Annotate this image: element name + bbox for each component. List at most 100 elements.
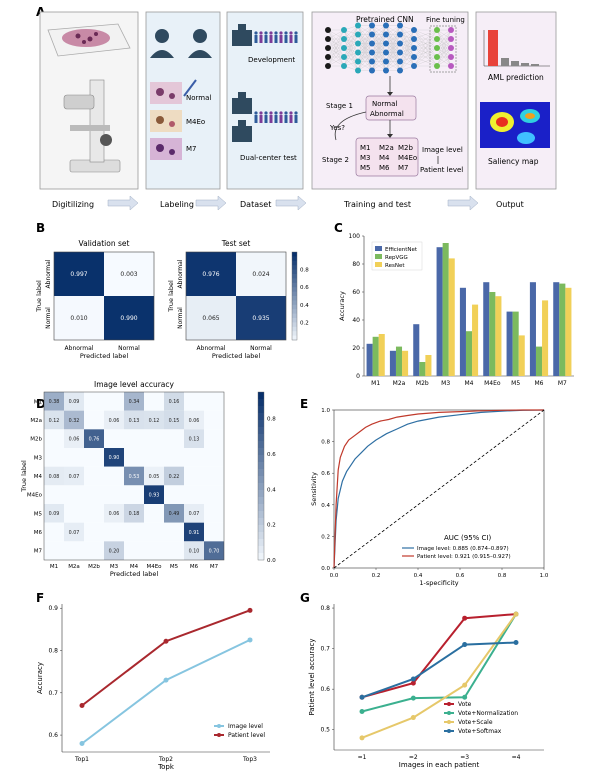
cnn-edge bbox=[436, 29, 452, 49]
cnn-node bbox=[397, 31, 403, 38]
cnn-edge bbox=[413, 47, 438, 67]
stage2-box bbox=[355, 137, 419, 177]
x-tick-label: M4Eo bbox=[484, 380, 501, 387]
heatmap-cell bbox=[84, 429, 104, 448]
cell-image-m4eo bbox=[150, 110, 182, 132]
heatmap-cell-label: 0.34 bbox=[129, 399, 140, 405]
heatmap-cell-label: 0.12 bbox=[149, 418, 160, 424]
data-point bbox=[359, 708, 365, 714]
panel-c: 0 20 40 60 80 100 M1 M2a M2b M3 M4 M4Eo M5 M6 M7 Accura… bbox=[338, 233, 574, 387]
panel-b: Validation set 0.997 0.003 0.010 0.990 Abnorm… bbox=[35, 239, 309, 360]
bar bbox=[465, 331, 473, 376]
cnn-edge bbox=[413, 29, 438, 49]
y-tick-label: 0.5 bbox=[320, 727, 330, 734]
x-tick-label: Abnormal bbox=[197, 345, 226, 352]
colorbar-segment bbox=[292, 309, 297, 315]
cnn-node bbox=[448, 27, 454, 33]
y-axis-label: True label bbox=[20, 460, 28, 493]
person-icon bbox=[294, 115, 298, 123]
y-tick-label: 0.8 bbox=[48, 648, 58, 655]
bar bbox=[518, 335, 525, 376]
heatmap-cell-label: 0.08 bbox=[49, 474, 60, 480]
cnn-edge bbox=[371, 25, 387, 44]
legend-entry: Vote bbox=[458, 701, 472, 708]
heatmap-cell bbox=[64, 392, 84, 411]
legend-entry: Patient level: 0.921 (0.915–0.927) bbox=[417, 554, 511, 560]
colorbar-segment bbox=[258, 553, 264, 561]
x-tick-label: 0.0 bbox=[330, 573, 339, 579]
colorbar-segment bbox=[292, 326, 297, 332]
x-tick-label: M2b bbox=[88, 564, 100, 570]
roc-curve bbox=[333, 409, 545, 569]
heatmap-cell bbox=[124, 485, 144, 504]
y-tick-label: M2b bbox=[30, 437, 42, 443]
heatmap-cell bbox=[44, 504, 64, 523]
x-tick-label: =2 bbox=[409, 754, 418, 761]
person-icon bbox=[294, 31, 298, 35]
heatmap-cell bbox=[44, 448, 64, 467]
y-tick-label: 0.9 bbox=[48, 605, 58, 612]
colorbar-segment bbox=[292, 318, 297, 323]
data-point bbox=[462, 642, 468, 648]
bar bbox=[366, 343, 373, 376]
y-tick-label: M5 bbox=[34, 511, 43, 517]
dataset-dual-center: Dual-center test bbox=[240, 154, 297, 162]
data-point bbox=[462, 615, 468, 621]
colorbar-segment bbox=[292, 331, 297, 337]
person-icon bbox=[294, 111, 298, 115]
heatmap-cell bbox=[184, 429, 204, 448]
heatmap-cell bbox=[144, 410, 164, 430]
person-icon bbox=[289, 115, 293, 123]
heatmap-cell bbox=[184, 448, 204, 467]
heatmap-cell-label: 0.05 bbox=[149, 474, 160, 480]
x-axis-label: Predicted label bbox=[80, 352, 128, 360]
heatmap-cell bbox=[164, 466, 184, 486]
heatmap-cell bbox=[54, 252, 104, 296]
cnn-edge bbox=[436, 29, 452, 67]
data-point bbox=[410, 676, 416, 682]
cnn-node bbox=[355, 22, 361, 29]
yes-label: Yes? bbox=[329, 124, 345, 132]
stage1-label: Stage 1 bbox=[326, 102, 353, 110]
heatmap-cell bbox=[124, 504, 144, 523]
heatmap-cell-label: 0.003 bbox=[120, 271, 137, 278]
x-tick-label: M6 bbox=[535, 380, 544, 387]
heatmap-cell bbox=[64, 448, 84, 467]
heatmap-cell-label: 0.91 bbox=[189, 530, 200, 536]
person-icon bbox=[289, 111, 293, 115]
legend-entry: Vote+Normalization bbox=[458, 710, 518, 717]
cnn-node bbox=[341, 45, 347, 51]
y-tick-label: 0.7 bbox=[48, 690, 58, 697]
heatmap-cell bbox=[84, 541, 104, 560]
y-tick-label: 0.0 bbox=[321, 566, 330, 572]
legend-entry: Vote+Softmax bbox=[458, 728, 502, 735]
heatmap-cell bbox=[84, 522, 104, 542]
colorbar-tick-label: 0.8 bbox=[300, 268, 309, 274]
colorbar-tick-label: 0.8 bbox=[267, 417, 276, 423]
cnn-node bbox=[434, 27, 440, 33]
person-icon bbox=[284, 115, 288, 123]
heatmap-cell bbox=[144, 466, 164, 486]
bar bbox=[483, 282, 490, 376]
heatmap-cell bbox=[144, 448, 164, 467]
heatmap-cell-label: 0.13 bbox=[189, 436, 200, 442]
roc-curve bbox=[333, 409, 544, 569]
hospital-icon bbox=[232, 92, 252, 114]
heatmap-cell bbox=[184, 522, 204, 542]
person-icon bbox=[294, 35, 298, 43]
cnn-edge bbox=[357, 43, 373, 71]
colorbar-segment bbox=[258, 434, 264, 442]
legend-swatch bbox=[375, 254, 382, 259]
heatmap-cell bbox=[44, 466, 64, 486]
cnn-edge bbox=[399, 29, 415, 62]
cnn-node bbox=[411, 27, 417, 33]
person-icon bbox=[254, 31, 258, 35]
cnn-edge bbox=[371, 52, 387, 71]
colorbar-tick-label: 0.2 bbox=[300, 320, 309, 326]
panel-letter-f: F bbox=[36, 591, 44, 605]
y-tick-label: M7 bbox=[34, 549, 43, 555]
person-icon bbox=[264, 111, 268, 115]
x-tick-label: M7 bbox=[210, 564, 219, 570]
bar bbox=[529, 282, 536, 376]
